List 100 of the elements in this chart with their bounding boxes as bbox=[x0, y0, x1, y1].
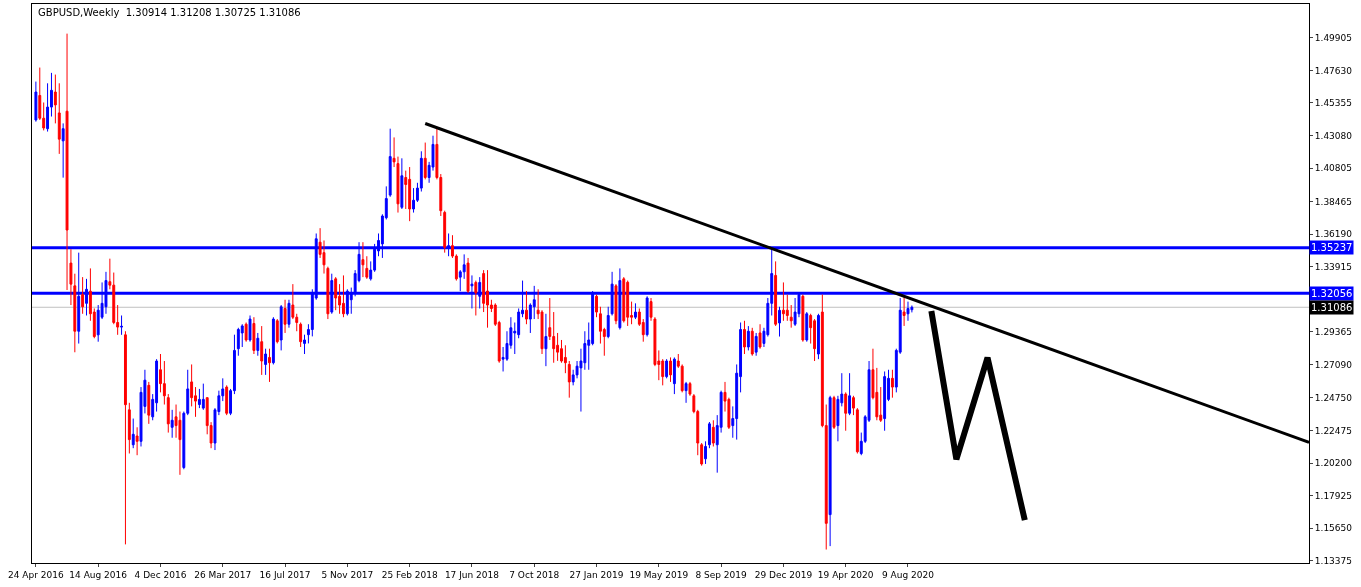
candlestick bbox=[268, 348, 271, 383]
candlestick bbox=[890, 369, 894, 399]
candlestick bbox=[844, 391, 848, 432]
candlestick bbox=[626, 280, 630, 327]
candlestick bbox=[750, 327, 754, 357]
y-tick-label: 1.36190 bbox=[1314, 229, 1353, 240]
candlestick bbox=[848, 372, 852, 416]
x-tick-label: 19 May 2019 bbox=[629, 569, 689, 580]
candlestick bbox=[778, 306, 781, 338]
candlestick bbox=[120, 314, 123, 336]
candlestick bbox=[781, 281, 785, 322]
candlestick bbox=[135, 426, 139, 456]
candlestick bbox=[622, 276, 626, 324]
x-tick-label: 29 Dec 2019 bbox=[754, 569, 813, 580]
candlestick bbox=[883, 370, 887, 432]
candlestick bbox=[283, 299, 287, 334]
candlestick bbox=[595, 294, 598, 318]
candlestick bbox=[813, 318, 817, 362]
candlestick bbox=[665, 358, 669, 379]
candlestick bbox=[816, 313, 820, 360]
candlestick bbox=[707, 421, 711, 449]
candlestick bbox=[131, 418, 135, 449]
candlestick bbox=[563, 344, 567, 374]
x-tick-label: 7 Oct 2018 bbox=[509, 569, 560, 580]
y-tick-label: 1.33915 bbox=[1314, 261, 1353, 272]
candlestick bbox=[746, 325, 750, 351]
candlestick bbox=[275, 318, 279, 344]
x-tick-label: 14 Aug 2016 bbox=[69, 569, 128, 580]
candlestick bbox=[271, 316, 275, 365]
y-tick-label: 1.15650 bbox=[1314, 523, 1353, 534]
chart-title: GBPUSD,Weekly 1.30914 1.31208 1.30725 1.31086 bbox=[38, 6, 301, 18]
candlestick bbox=[400, 157, 404, 210]
candlestick bbox=[361, 241, 365, 278]
candlestick bbox=[614, 283, 618, 325]
candlestick bbox=[61, 122, 65, 179]
candlestick bbox=[408, 166, 412, 222]
candlestick bbox=[906, 301, 910, 322]
candlestick bbox=[524, 290, 528, 325]
candlestick bbox=[774, 260, 778, 327]
candlestick bbox=[704, 440, 707, 465]
candlestick bbox=[299, 322, 303, 348]
x-tick-label: 25 Feb 2018 bbox=[381, 569, 438, 580]
candlestick bbox=[672, 356, 676, 395]
candlestick bbox=[166, 393, 170, 434]
candlestick bbox=[486, 269, 489, 329]
ref-line-label: 1.32056 bbox=[1311, 288, 1353, 299]
y-tick-label: 1.47630 bbox=[1314, 65, 1353, 76]
candlestick bbox=[855, 407, 859, 454]
candlestick bbox=[902, 295, 906, 327]
candlestick bbox=[544, 313, 548, 367]
candlestick bbox=[828, 395, 832, 547]
x-tick-label: 5 Nov 2017 bbox=[321, 569, 374, 580]
candlestick bbox=[342, 274, 345, 318]
candlestick bbox=[264, 348, 268, 376]
candlestick bbox=[789, 304, 793, 329]
candlestick bbox=[334, 276, 338, 311]
candlestick bbox=[53, 74, 57, 124]
candlestick bbox=[700, 442, 704, 467]
candlestick bbox=[606, 306, 610, 339]
candlestick bbox=[474, 280, 478, 316]
candlestick bbox=[260, 325, 264, 376]
candlestick bbox=[123, 330, 127, 545]
candlestick bbox=[248, 314, 252, 343]
candlestick bbox=[147, 381, 151, 425]
x-tick-label: 24 Apr 2016 bbox=[8, 569, 64, 580]
x-tick-label: 19 Apr 2020 bbox=[817, 569, 874, 580]
candlestick bbox=[669, 356, 672, 383]
candlestick bbox=[634, 302, 637, 320]
y-tick-label: 1.27090 bbox=[1314, 359, 1353, 370]
candlestick bbox=[466, 257, 470, 294]
candlestick bbox=[758, 323, 762, 350]
x-tick-label: 27 Jan 2019 bbox=[569, 569, 624, 580]
x-tick-label: 4 Dec 2016 bbox=[134, 569, 187, 580]
y-tick-label: 1.17925 bbox=[1314, 490, 1353, 501]
x-tick-label: 9 Aug 2020 bbox=[882, 569, 935, 580]
candlestick bbox=[81, 276, 85, 315]
y-tick-label: 1.13375 bbox=[1314, 555, 1353, 566]
y-tick-label: 1.45355 bbox=[1314, 98, 1353, 109]
candlestick bbox=[743, 320, 746, 355]
candlestick bbox=[754, 332, 758, 357]
y-tick-label: 1.40805 bbox=[1314, 163, 1353, 174]
candlestick bbox=[303, 334, 306, 355]
candlestick bbox=[201, 383, 205, 411]
ref-line-label: 1.35237 bbox=[1311, 242, 1353, 253]
candlestick bbox=[279, 304, 283, 351]
y-tick-label: 1.49905 bbox=[1314, 33, 1353, 43]
candlestick bbox=[197, 388, 201, 409]
y-tick-label: 1.20200 bbox=[1314, 458, 1353, 469]
candlestick bbox=[805, 311, 809, 343]
candlestick bbox=[684, 381, 688, 404]
candlestick bbox=[423, 142, 427, 180]
candlestick bbox=[567, 360, 571, 399]
y-tick-label: 1.43080 bbox=[1314, 130, 1353, 141]
candlestick bbox=[34, 81, 38, 123]
x-tick-label: 17 Jun 2018 bbox=[444, 569, 500, 580]
y-tick-label: 1.38465 bbox=[1314, 196, 1353, 207]
ref-line-label: 1.31086 bbox=[1311, 302, 1353, 313]
candlestick bbox=[287, 299, 291, 329]
candlestick bbox=[236, 327, 240, 357]
candlestick bbox=[801, 294, 805, 343]
